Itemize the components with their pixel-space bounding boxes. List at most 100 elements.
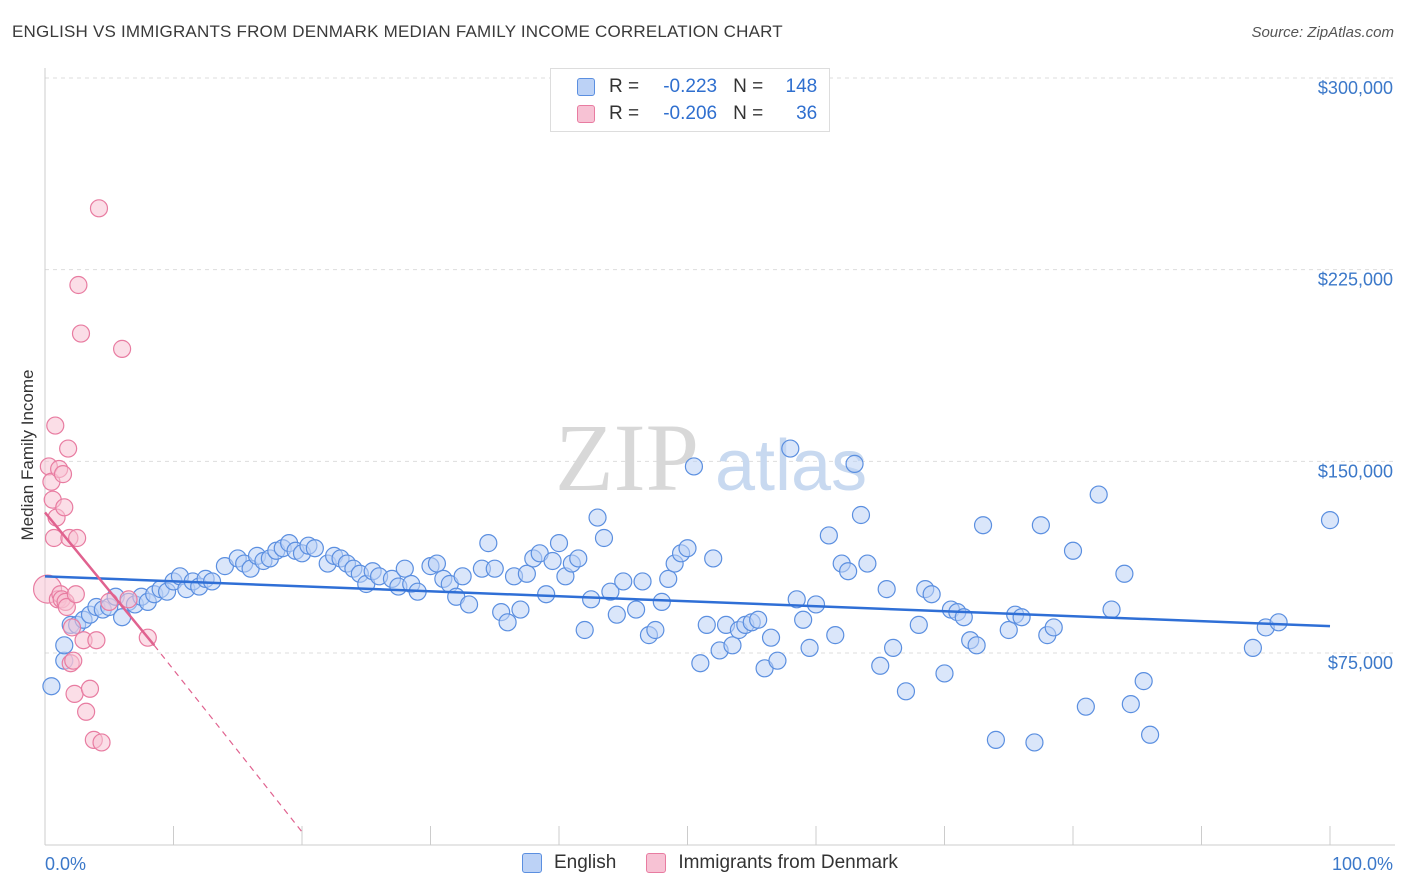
- denmark-point[interactable]: [64, 651, 83, 670]
- english-point[interactable]: [967, 636, 986, 655]
- english-point[interactable]: [684, 457, 704, 476]
- denmark-point[interactable]: [69, 275, 88, 295]
- english-point[interactable]: [877, 580, 896, 599]
- english-point[interactable]: [723, 636, 742, 655]
- denmark-trend-extension: [153, 644, 303, 833]
- denmark-point[interactable]: [59, 439, 78, 458]
- denmark-point[interactable]: [89, 199, 109, 218]
- denmark-point[interactable]: [66, 585, 85, 604]
- denmark-point[interactable]: [55, 498, 74, 517]
- english-point[interactable]: [1044, 618, 1063, 637]
- english-point[interactable]: [845, 454, 864, 473]
- english-point[interactable]: [1320, 511, 1340, 530]
- english-point[interactable]: [511, 600, 530, 619]
- english-point[interactable]: [626, 600, 646, 619]
- english-point[interactable]: [896, 682, 916, 701]
- english-point[interactable]: [787, 590, 806, 609]
- denmark-point[interactable]: [71, 324, 91, 343]
- english-point[interactable]: [806, 595, 826, 614]
- english-point[interactable]: [819, 526, 838, 545]
- english-point[interactable]: [678, 539, 697, 558]
- english-point[interactable]: [588, 508, 607, 527]
- denmark-point[interactable]: [62, 618, 82, 637]
- legend-item-denmark[interactable]: Immigrants from Denmark: [646, 852, 898, 874]
- english-point[interactable]: [1025, 733, 1044, 752]
- english-point[interactable]: [575, 620, 594, 640]
- english-point[interactable]: [517, 564, 536, 583]
- english-point[interactable]: [883, 638, 903, 657]
- english-point[interactable]: [1140, 725, 1160, 744]
- english-point[interactable]: [42, 677, 61, 696]
- english-point[interactable]: [305, 539, 324, 558]
- denmark-point[interactable]: [57, 597, 76, 617]
- english-point[interactable]: [594, 528, 614, 548]
- english-point[interactable]: [614, 572, 633, 591]
- english-point[interactable]: [768, 651, 787, 670]
- english-point[interactable]: [1102, 600, 1121, 619]
- english-point[interactable]: [537, 585, 556, 604]
- denmark-point[interactable]: [65, 684, 84, 703]
- english-point[interactable]: [453, 567, 472, 586]
- english-point[interactable]: [1121, 695, 1140, 714]
- watermark-zip: ZIP: [555, 404, 699, 511]
- english-point[interactable]: [543, 551, 562, 571]
- legend-r-value: -0.206: [663, 103, 718, 124]
- english-point[interactable]: [839, 562, 858, 581]
- english-point[interactable]: [485, 559, 504, 578]
- english-point[interactable]: [601, 582, 620, 601]
- english-point[interactable]: [607, 605, 626, 624]
- english-point[interactable]: [1089, 485, 1108, 504]
- english-point[interactable]: [871, 656, 890, 675]
- english-point[interactable]: [459, 595, 479, 614]
- english-point[interactable]: [851, 505, 871, 525]
- english-point[interactable]: [999, 620, 1018, 640]
- denmark-point[interactable]: [77, 702, 96, 721]
- english-point[interactable]: [479, 534, 498, 553]
- english-point[interactable]: [935, 664, 954, 683]
- english-point[interactable]: [781, 439, 800, 458]
- english-point[interactable]: [1134, 672, 1153, 691]
- english-point[interactable]: [112, 608, 132, 627]
- english-point[interactable]: [691, 654, 710, 673]
- english-point[interactable]: [1012, 608, 1031, 627]
- english-point[interactable]: [652, 592, 671, 611]
- denmark-point[interactable]: [119, 590, 138, 609]
- denmark-point[interactable]: [68, 528, 87, 548]
- english-point[interactable]: [55, 636, 74, 655]
- english-point[interactable]: [986, 730, 1006, 749]
- english-point[interactable]: [1243, 638, 1263, 657]
- english-point[interactable]: [826, 626, 845, 645]
- english-point[interactable]: [704, 549, 723, 568]
- denmark-point[interactable]: [87, 631, 106, 650]
- english-point[interactable]: [569, 549, 588, 568]
- english-point[interactable]: [1031, 516, 1050, 535]
- english-swatch: [577, 78, 595, 96]
- english-point[interactable]: [761, 628, 781, 647]
- english-point[interactable]: [922, 585, 941, 604]
- english-point[interactable]: [498, 613, 517, 632]
- english-point[interactable]: [800, 638, 819, 657]
- english-point[interactable]: [633, 572, 652, 591]
- denmark-point[interactable]: [92, 733, 111, 752]
- english-point[interactable]: [646, 620, 665, 640]
- denmark-point[interactable]: [80, 679, 100, 698]
- denmark-point[interactable]: [53, 465, 73, 484]
- english-point[interactable]: [549, 534, 569, 553]
- english-point[interactable]: [1076, 697, 1095, 716]
- english-point[interactable]: [697, 615, 716, 634]
- denmark-point[interactable]: [46, 416, 65, 435]
- english-point[interactable]: [973, 516, 993, 535]
- english-point[interactable]: [1063, 541, 1083, 560]
- legend-item-english[interactable]: English: [522, 852, 616, 874]
- english-point[interactable]: [794, 610, 813, 629]
- english-point[interactable]: [427, 554, 447, 573]
- english-point[interactable]: [582, 590, 601, 609]
- english-point[interactable]: [659, 569, 678, 588]
- denmark-point[interactable]: [112, 339, 132, 358]
- english-point[interactable]: [1115, 564, 1134, 583]
- english-point[interactable]: [1269, 613, 1288, 632]
- english-point[interactable]: [395, 559, 414, 578]
- english-point[interactable]: [749, 610, 768, 629]
- english-point[interactable]: [858, 554, 877, 573]
- english-point[interactable]: [909, 615, 928, 634]
